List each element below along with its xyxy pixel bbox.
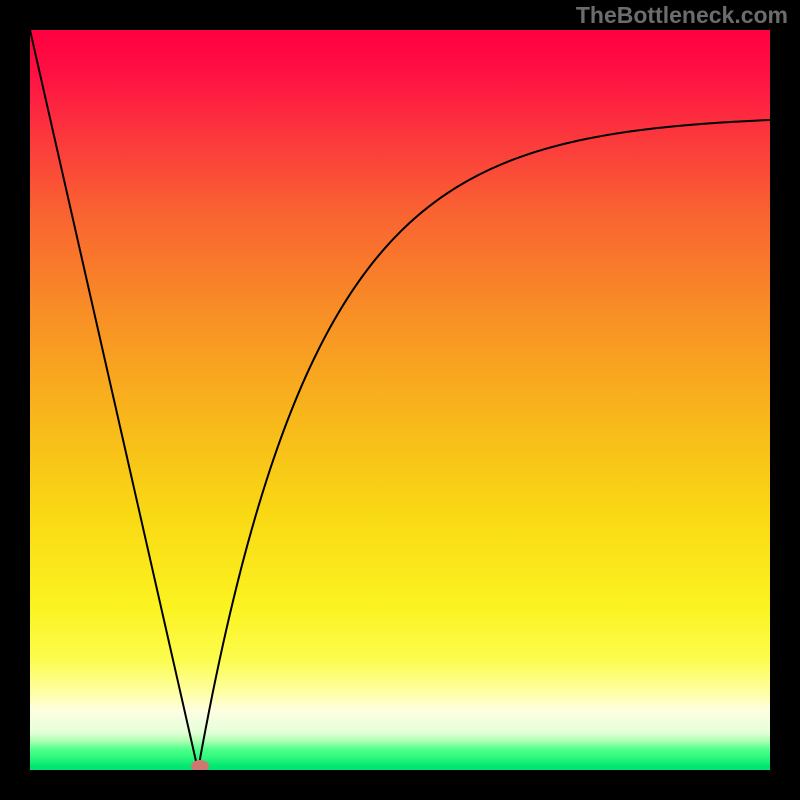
watermark-text: TheBottleneck.com [576,2,788,29]
chart-svg [0,0,800,800]
chart-stage: TheBottleneck.com [0,0,800,800]
chart-background-gradient [30,30,770,770]
